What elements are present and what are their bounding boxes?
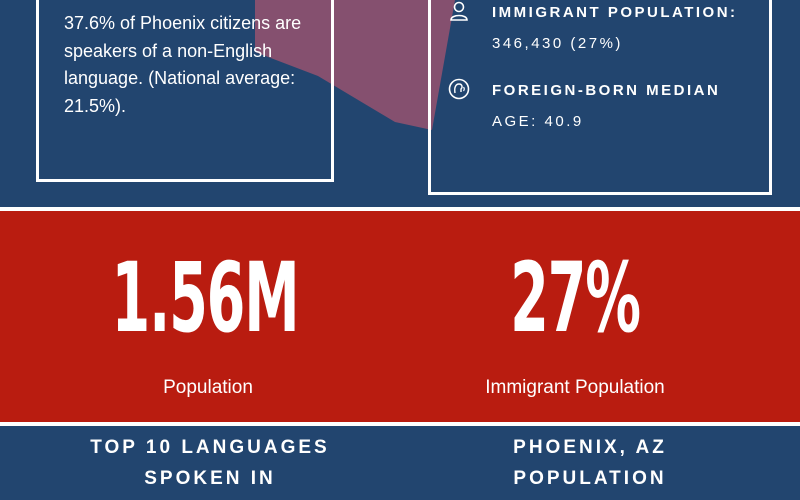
median-age-label: FOREIGN-BORN MEDIAN — [492, 82, 721, 99]
divider-bottom — [0, 422, 800, 426]
key-stats-band — [0, 211, 800, 422]
median-age-value: AGE: 40.9 — [492, 113, 584, 130]
immigrant-population-value: 346,430 (27%) — [492, 35, 623, 52]
immigrant-percent-number: 27% — [510, 242, 641, 354]
population-title-line2: POPULATION — [513, 468, 667, 489]
population-number: 1.56M — [111, 242, 300, 354]
immigrant-percent-caption: Immigrant Population — [485, 377, 665, 398]
person-icon — [450, 1, 468, 21]
immigrant-stats-box — [428, 0, 772, 195]
divider-top — [0, 207, 800, 211]
top-section: 37.6% of Phoenix citizens are speakers o… — [0, 0, 800, 207]
language-fact-box — [36, 0, 334, 182]
population-title-line1: PHOENIX, AZ — [513, 437, 667, 458]
population-caption: Population — [163, 377, 253, 398]
languages-title-line1: TOP 10 LANGUAGES — [90, 437, 330, 458]
immigrant-population-label: IMMIGRANT POPULATION: — [492, 4, 738, 21]
languages-section-title: TOP 10 LANGUAGES SPOKEN IN — [60, 432, 360, 494]
languages-title-line2: SPOKEN IN — [144, 468, 276, 489]
language-fact-text: 37.6% of Phoenix citizens are speakers o… — [64, 13, 302, 116]
arizona-state-shape — [255, 0, 455, 130]
speaking-head-icon — [448, 78, 470, 100]
population-section-title: PHOENIX, AZ POPULATION — [460, 432, 720, 494]
